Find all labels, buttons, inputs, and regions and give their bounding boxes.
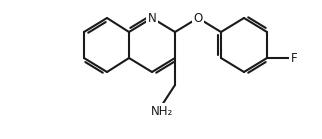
Text: NH₂: NH₂: [151, 105, 173, 118]
Text: O: O: [194, 12, 203, 24]
Text: N: N: [147, 12, 156, 24]
Text: F: F: [291, 52, 298, 64]
